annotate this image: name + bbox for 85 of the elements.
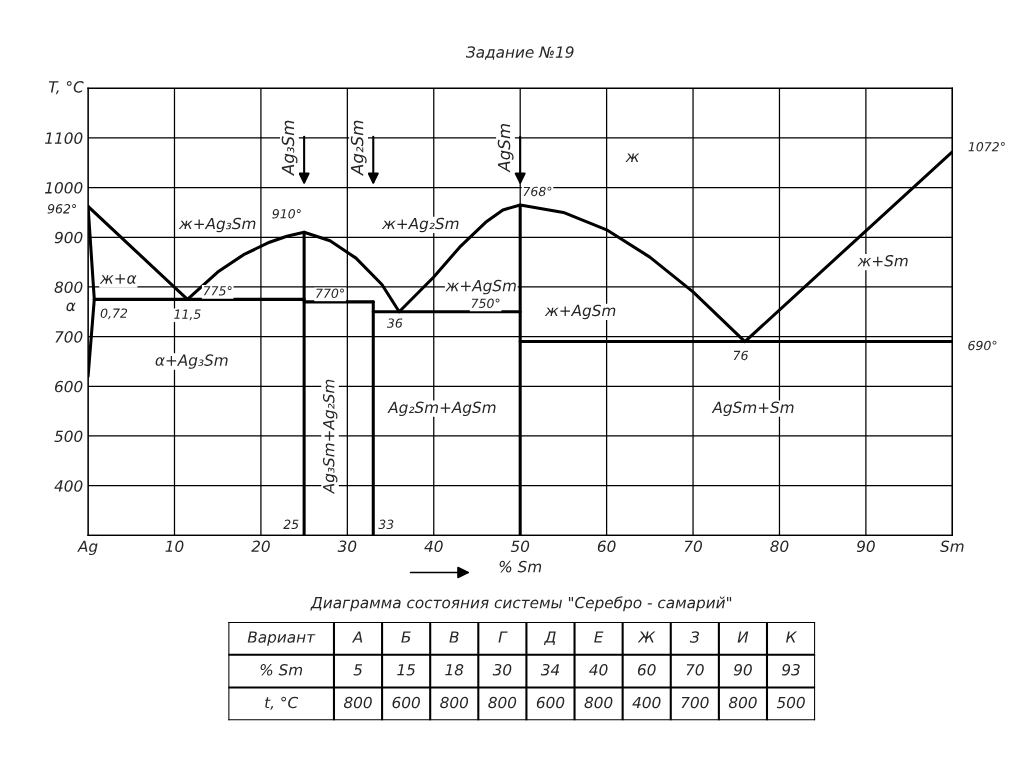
y-tick-label: 900 (54, 231, 83, 244)
annotation: 33 (378, 519, 394, 530)
annotation: Ag₂Sm (350, 120, 367, 176)
annotation: ж+Ag₂Sm (381, 217, 459, 233)
annotation: ж+Sm (857, 254, 908, 267)
text: 40 (589, 664, 608, 676)
x-tick-label: 80 (770, 540, 789, 553)
annotation: ж+AgSm (445, 279, 516, 295)
y-tick-label: 600 (55, 380, 83, 393)
text: 70 (686, 664, 704, 676)
annotation: ж+α (99, 274, 137, 284)
annotation: AgSm (497, 124, 514, 173)
text: 962° (47, 204, 76, 214)
text: 400 (632, 696, 661, 709)
text: 30 (492, 664, 512, 676)
annotation: 768° (523, 186, 552, 197)
annotation: ж (625, 153, 640, 162)
y-axis-title: T, °C (48, 81, 84, 95)
text: 800 (728, 696, 757, 709)
annotation: 0,72 (100, 308, 128, 320)
annotation: 770° (316, 288, 344, 299)
x-tick-label: Ag (77, 540, 98, 556)
annotation: 775° (203, 286, 232, 296)
text: 800 (343, 696, 372, 709)
annotation: 25 (283, 519, 299, 530)
y-tick-label: 400 (54, 480, 83, 492)
category-label: К (786, 631, 798, 643)
y-tick-label: 500 (54, 430, 83, 443)
category-label: И (737, 631, 749, 643)
x-tick-label: 50 (510, 540, 530, 553)
y-tick-label: 1100 (45, 132, 83, 144)
text: 90 (733, 664, 752, 676)
category-label: Е (594, 631, 604, 643)
annotation: 11,5 (174, 309, 201, 321)
text: 5 (353, 664, 363, 676)
x-tick-label: 60 (597, 540, 616, 553)
x-axis-title: % Sm (499, 560, 542, 573)
text: 500 (776, 696, 805, 709)
text: 93 (782, 664, 800, 676)
y-tick-label: 1000 (45, 182, 83, 194)
text: t, °C (265, 696, 299, 710)
annotation: ж+AgSm (544, 304, 616, 320)
text: 34 (540, 664, 560, 676)
text: 600 (536, 696, 565, 709)
annotation: 36 (386, 318, 403, 328)
text: Диаграмма состояния системы "Серебро - самарий" (310, 596, 732, 612)
text: α (66, 302, 76, 312)
text: 800 (488, 696, 517, 709)
y-tick-label: 700 (55, 331, 83, 343)
x-tick-label: 10 (165, 540, 184, 553)
category-label: Ж (637, 631, 656, 643)
annotation: 910° (272, 209, 301, 219)
category-label: Б (401, 631, 411, 643)
annotation: 76 (733, 350, 748, 361)
x-tick-label: 20 (251, 540, 270, 553)
text: 800 (584, 696, 613, 709)
x-tick-label: 90 (856, 540, 875, 553)
text: 690° (968, 340, 997, 351)
text: 600 (392, 696, 420, 709)
annotation: α+Ag₃Sm (155, 354, 228, 369)
y-tick-label: 800 (54, 281, 83, 293)
category-label: З (689, 631, 700, 643)
annotation: AgSm+Sm (711, 401, 794, 417)
x-tick-label: 70 (684, 540, 702, 553)
chart-title: Задание №19 (465, 46, 574, 60)
text: 800 (440, 696, 469, 709)
text: 18 (445, 664, 464, 676)
annotation: Ag₃Sm+Ag₂Sm (322, 379, 338, 495)
text: 700 (681, 696, 709, 709)
annotation: Ag₂Sm+AgSm (387, 401, 496, 417)
category-label: Г (498, 631, 508, 643)
annotation: ж+Ag₃Sm (178, 217, 256, 233)
category-label: В (449, 631, 459, 643)
x-tick-label: 40 (424, 540, 443, 553)
category-label: Д (543, 631, 556, 646)
category-label: А (351, 631, 363, 643)
annotation: Ag₃Sm (281, 120, 298, 176)
category-label: Вариант (247, 631, 316, 646)
text: 1072° (968, 142, 1005, 152)
text: 15 (397, 664, 416, 676)
annotation: 750° (471, 298, 500, 308)
x-tick-label: Sm (940, 540, 964, 553)
text: 60 (637, 664, 656, 676)
x-tick-label: 30 (337, 540, 357, 553)
text: % Sm (260, 664, 303, 676)
